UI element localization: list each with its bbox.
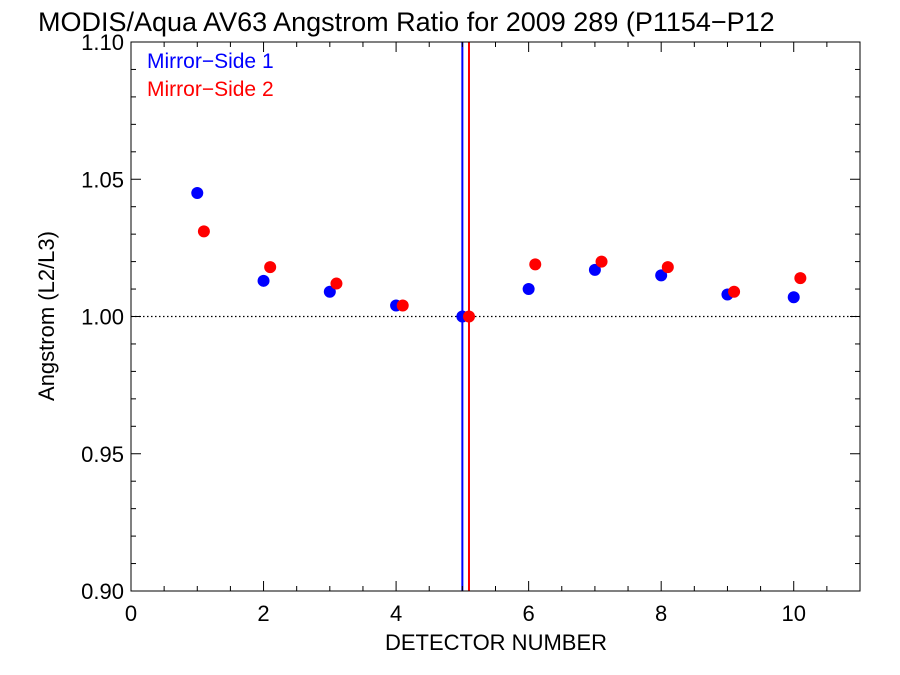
data-point-series-2 — [330, 277, 343, 290]
data-point-series-2 — [728, 285, 741, 298]
data-points-layer — [191, 186, 807, 323]
data-point-series-1 — [787, 291, 800, 304]
data-point-series-1 — [191, 186, 204, 199]
x-axis-label: DETECTOR NUMBER — [385, 630, 607, 655]
legend-series-2: Mirror−Side 2 — [147, 78, 274, 101]
x-tick-label: 2 — [257, 601, 269, 626]
x-tick-label: 4 — [390, 601, 402, 626]
data-point-series-2 — [794, 272, 807, 285]
data-point-series-2 — [529, 258, 542, 271]
x-tick-label: 8 — [655, 601, 667, 626]
data-point-series-1 — [323, 285, 336, 298]
data-point-series-2 — [661, 261, 674, 274]
data-point-series-2 — [595, 255, 608, 268]
data-point-series-1 — [522, 283, 535, 296]
y-tick-label: 1.10 — [81, 30, 124, 55]
data-point-series-1 — [588, 263, 601, 276]
data-point-series-2 — [197, 225, 210, 238]
legend-series-1: Mirror−Side 1 — [147, 50, 274, 73]
chart-title: MODIS/Aqua AV63 Angstrom Ratio for 2009 … — [38, 7, 775, 37]
x-tick-label: 10 — [781, 601, 805, 626]
x-tick-label: 6 — [523, 601, 535, 626]
y-axis-label: Angstrom (L2/L3) — [34, 231, 59, 401]
data-point-series-1 — [655, 269, 668, 282]
data-point-series-2 — [462, 310, 475, 323]
data-point-series-2 — [396, 299, 409, 312]
y-tick-label: 1.00 — [81, 305, 124, 330]
y-tick-label: 1.05 — [81, 167, 124, 192]
x-tick-label: 0 — [125, 601, 137, 626]
y-tick-label: 0.95 — [81, 442, 124, 467]
y-tick-label: 0.90 — [81, 579, 124, 604]
ticks-layer: 0 2 4 6 8 10 0.90 0.95 1.00 1.05 1.10 — [81, 30, 860, 626]
data-point-series-1 — [257, 274, 270, 287]
data-point-series-2 — [264, 261, 277, 274]
